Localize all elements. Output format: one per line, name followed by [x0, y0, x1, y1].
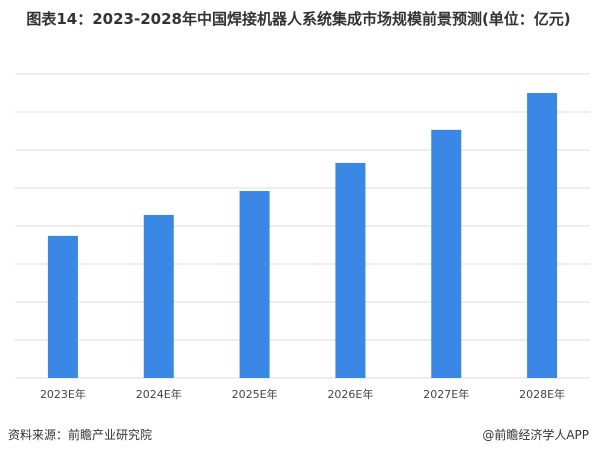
brand-note: @前瞻经济学人APP	[482, 428, 589, 442]
bar	[431, 129, 462, 378]
x-tick-label: 2025E年	[232, 387, 278, 401]
x-tick-label: 2024E年	[136, 387, 182, 401]
chart-title: 图表14：2023-2028年中国焊接机器人系统集成市场规模前景预测(单位：亿元…	[26, 10, 571, 28]
source-note: 资料来源：前瞻产业研究院	[8, 428, 153, 442]
bar	[335, 162, 366, 378]
x-tick-label: 2026E年	[327, 387, 373, 401]
bar	[143, 214, 174, 378]
bar	[239, 191, 270, 378]
x-tick-label: 2027E年	[423, 387, 469, 401]
x-tick-label: 2023E年	[40, 387, 86, 401]
bar	[47, 235, 78, 378]
x-tick-label: 2028E年	[519, 387, 565, 401]
bar	[527, 93, 558, 378]
